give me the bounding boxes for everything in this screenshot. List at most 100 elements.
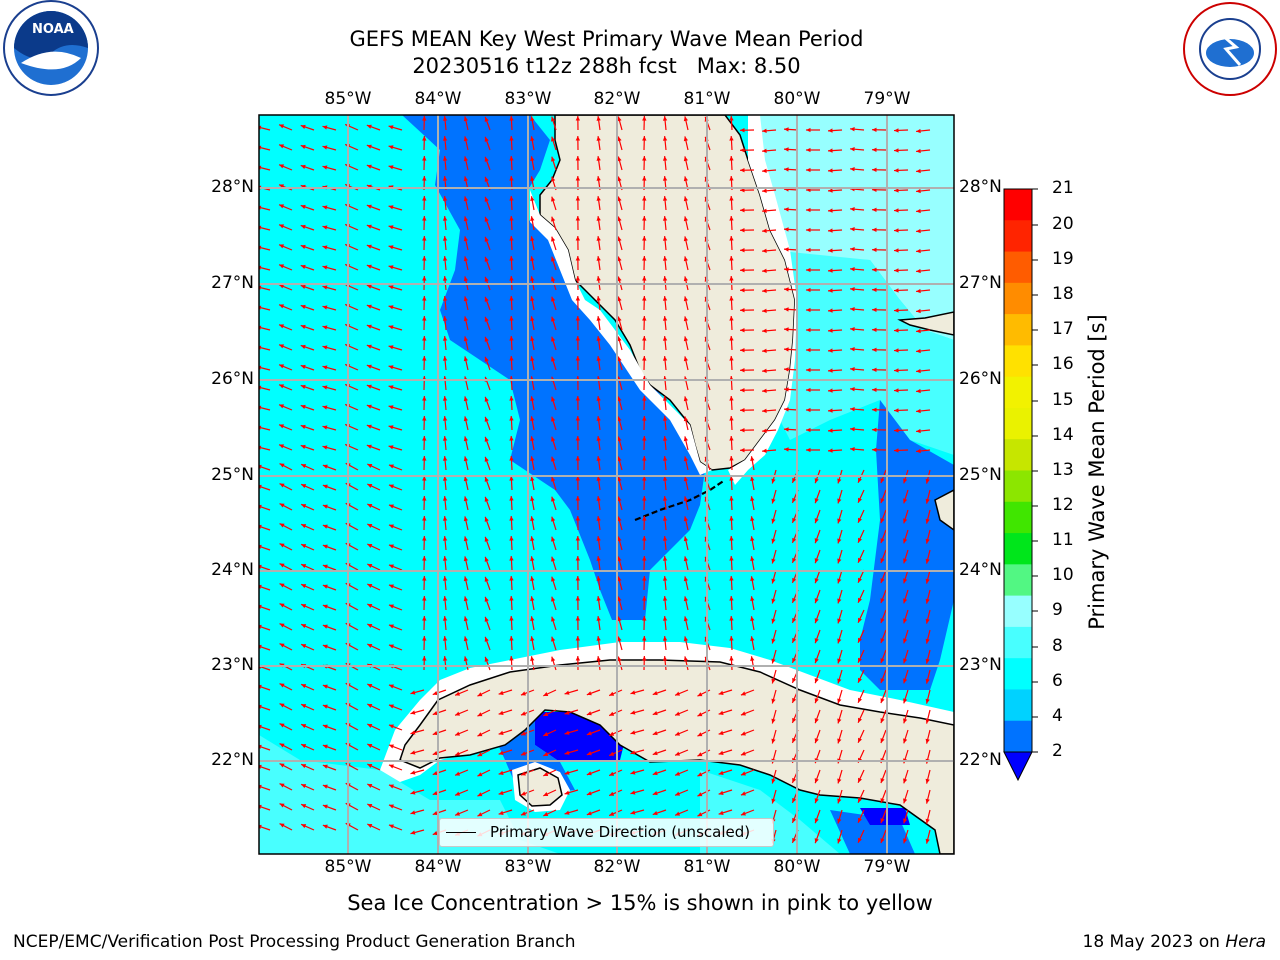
wave-arrow	[880, 669, 887, 684]
wave-arrow	[530, 576, 535, 591]
wave-arrow	[652, 769, 667, 776]
wave-arrow	[642, 455, 647, 471]
wave-arrow	[509, 135, 514, 151]
wave-arrow	[925, 709, 931, 724]
wave-arrow	[596, 656, 601, 671]
wave-arrow	[871, 287, 887, 292]
wave-arrow	[771, 709, 777, 724]
wave-arrow	[463, 556, 469, 571]
wave-arrow	[761, 388, 777, 393]
wave-arrow	[367, 823, 381, 831]
wave-arrow	[454, 749, 469, 756]
national-weather-service-logo	[1183, 2, 1277, 96]
wave-arrow	[322, 345, 337, 351]
wave-arrow	[551, 256, 557, 271]
wave-arrow	[857, 569, 865, 583]
legend-label: Primary Wave Direction (unscaled)	[490, 823, 751, 841]
wave-arrow	[783, 147, 799, 152]
wave-arrow	[463, 296, 469, 311]
wave-arrow	[388, 824, 403, 831]
wave-arrow	[367, 643, 381, 651]
wave-arrow	[442, 136, 448, 151]
wave-arrow	[388, 524, 403, 531]
wave-arrow	[596, 476, 601, 491]
wave-arrow	[761, 188, 777, 193]
wave-arrow	[630, 749, 645, 755]
wave-arrow	[871, 427, 887, 432]
wave-arrow	[662, 196, 668, 211]
wave-arrow	[300, 164, 315, 171]
wave-arrow	[551, 436, 557, 451]
wave-arrow	[366, 164, 381, 171]
colorbar-tick-label: 18	[1052, 284, 1074, 304]
noaa-logo	[3, 0, 99, 96]
wave-arrow	[300, 503, 315, 511]
wave-arrow	[463, 196, 469, 211]
wave-arrow	[463, 356, 469, 371]
wave-arrow	[761, 268, 777, 273]
wave-arrow	[683, 216, 689, 231]
wave-arrow	[827, 168, 843, 173]
wave-arrow	[388, 385, 403, 391]
wave-arrow	[388, 604, 403, 611]
wave-arrow	[432, 749, 447, 756]
wave-arrow	[388, 285, 403, 291]
wave-arrow	[642, 295, 647, 311]
wave-arrow	[857, 509, 865, 523]
wave-arrow	[422, 615, 427, 631]
wave-arrow	[551, 116, 557, 131]
generation-date: 18 May 2023 on Hera	[1083, 932, 1267, 952]
wave-arrow	[463, 656, 469, 671]
wave-arrow	[596, 596, 601, 611]
wave-arrow	[849, 407, 865, 412]
wave-arrow	[871, 407, 887, 412]
wave-arrow	[388, 564, 403, 571]
wave-arrow	[857, 609, 865, 623]
wave-arrow	[814, 629, 821, 644]
wave-arrow	[662, 416, 668, 431]
wave-arrow	[422, 575, 427, 591]
wave-arrow	[771, 549, 777, 564]
wave-arrow	[617, 156, 623, 171]
wave-arrow	[442, 556, 448, 571]
wave-arrow	[322, 385, 337, 391]
wave-arrow	[322, 205, 337, 211]
wave-arrow	[575, 495, 581, 511]
wave-arrow	[849, 447, 865, 452]
wave-arrow	[300, 264, 315, 271]
wave-arrow	[642, 155, 647, 171]
wave-arrow	[596, 516, 601, 531]
wave-arrow	[596, 316, 601, 331]
wave-arrow	[551, 476, 557, 491]
wave-arrow	[916, 388, 931, 394]
wave-arrow	[893, 208, 909, 213]
wave-arrow	[857, 809, 865, 823]
wave-arrow	[761, 308, 777, 313]
wave-arrow	[916, 288, 931, 294]
bahamas-land	[897, 311, 954, 336]
colorbar-tick-label: 20	[1052, 214, 1074, 234]
producer-credit: NCEP/EMC/Verification Post Processing Pr…	[13, 932, 576, 952]
wave-arrow	[806, 167, 820, 173]
lon-tick-bottom: 84°W	[414, 857, 462, 877]
wave-arrow	[893, 188, 909, 193]
colorbar-segment	[1004, 407, 1032, 440]
wave-arrow	[662, 556, 668, 571]
wave-arrow	[925, 729, 931, 744]
wave-arrow	[827, 188, 843, 193]
wave-arrow	[551, 296, 557, 311]
wave-arrow	[739, 148, 755, 153]
wave-arrow	[367, 623, 381, 631]
wave-arrow	[739, 428, 755, 433]
wave-arrow	[662, 136, 668, 151]
wave-arrow	[761, 248, 777, 253]
wave-arrow	[484, 156, 491, 171]
wave-arrow	[925, 649, 931, 664]
wave-arrow	[806, 267, 820, 273]
wave-arrow	[880, 609, 887, 624]
wave-arrow	[806, 247, 820, 253]
wave-arrow	[498, 809, 513, 815]
wave-arrow	[642, 435, 647, 451]
wave-arrow	[642, 555, 647, 571]
wave-arrow	[925, 669, 931, 684]
